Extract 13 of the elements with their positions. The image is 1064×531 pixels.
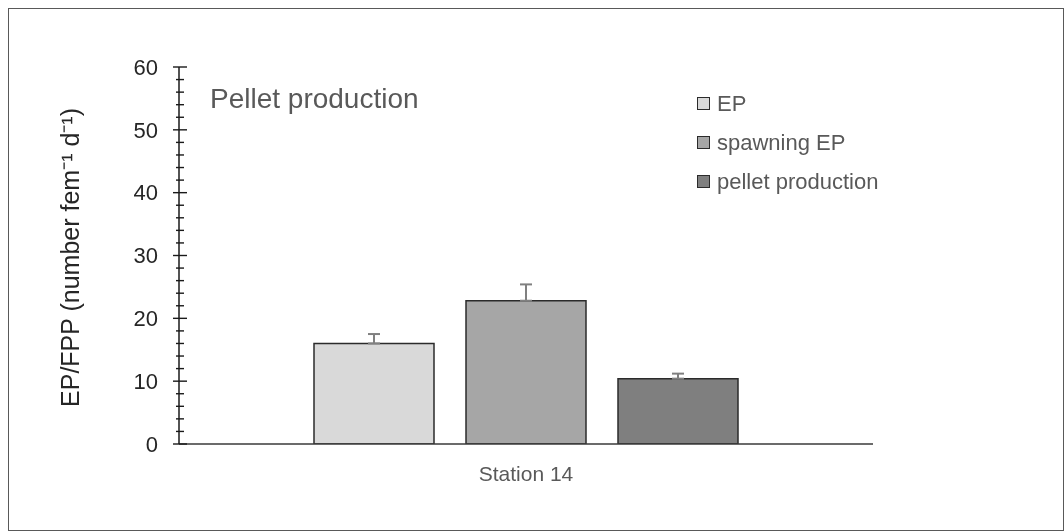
y-tick-label: 30 [133,243,158,269]
y-tick-label: 10 [133,368,158,394]
y-tick-label: 60 [133,54,158,80]
x-tick-label: Station 14 [478,461,574,485]
y-axis-title: EP/FPP (number fem⁻¹ d⁻¹) [56,108,84,407]
y-tick-label: 20 [133,306,158,332]
y-tick-label: 50 [133,117,158,143]
legend-label: spawning EP [717,129,846,156]
legend-label: pellet production [717,168,879,195]
legend-label: EP [717,90,747,117]
y-tick-label: 0 [145,431,158,457]
text: Pellet production [210,83,419,115]
y-tick-label: 40 [133,180,158,206]
